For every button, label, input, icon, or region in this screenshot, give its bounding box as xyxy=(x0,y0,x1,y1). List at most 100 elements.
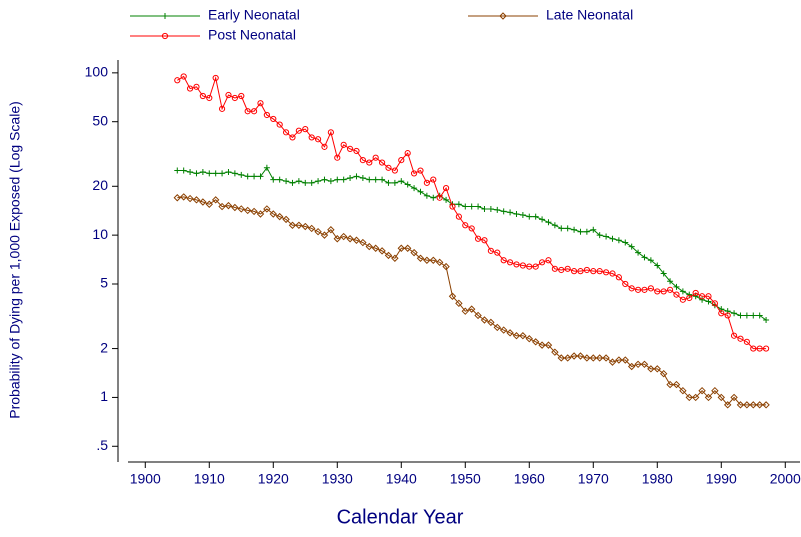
marker xyxy=(635,249,642,256)
marker xyxy=(449,203,456,210)
marker xyxy=(577,228,584,235)
marker xyxy=(448,292,457,300)
marker xyxy=(411,185,418,192)
marker xyxy=(487,318,495,327)
marker xyxy=(480,316,489,324)
marker xyxy=(622,280,629,288)
marker xyxy=(519,262,526,269)
marker xyxy=(654,262,661,269)
y-tick-label: 1 xyxy=(100,388,108,404)
marker xyxy=(692,289,699,297)
marker xyxy=(538,341,546,349)
marker xyxy=(461,307,469,315)
marker xyxy=(641,254,648,261)
marker xyxy=(275,212,284,221)
marker xyxy=(686,294,693,302)
marker xyxy=(193,170,200,177)
marker xyxy=(506,259,514,266)
marker xyxy=(371,244,380,252)
marker xyxy=(679,296,686,303)
marker xyxy=(244,108,251,115)
marker xyxy=(603,233,610,240)
marker xyxy=(654,288,661,295)
marker xyxy=(321,143,328,150)
marker xyxy=(564,225,571,232)
y-tick-label: 20 xyxy=(92,177,108,193)
marker xyxy=(731,310,738,317)
marker xyxy=(474,311,482,320)
marker xyxy=(474,235,482,242)
marker xyxy=(487,247,494,254)
marker xyxy=(416,254,425,262)
marker xyxy=(507,209,514,216)
marker xyxy=(347,174,354,181)
marker xyxy=(211,196,220,204)
x-tick-label: 1900 xyxy=(130,471,161,487)
marker xyxy=(647,257,654,264)
marker xyxy=(398,178,405,185)
marker xyxy=(615,237,622,244)
marker xyxy=(647,365,655,373)
marker xyxy=(737,335,744,342)
y-tick-label: 5 xyxy=(100,275,108,291)
marker xyxy=(705,298,712,305)
marker xyxy=(410,248,418,257)
legend-label: Early Neonatal xyxy=(208,7,300,23)
marker xyxy=(243,206,252,215)
marker xyxy=(558,266,565,274)
legend-marker xyxy=(499,12,507,20)
marker xyxy=(500,257,507,264)
marker xyxy=(609,235,616,242)
marker xyxy=(398,156,405,164)
x-tick-label: 1970 xyxy=(578,471,609,487)
marker xyxy=(206,94,213,102)
marker xyxy=(308,179,315,186)
x-tick-label: 1990 xyxy=(706,471,737,487)
marker xyxy=(231,170,238,177)
marker xyxy=(647,285,654,292)
marker xyxy=(187,168,194,175)
marker xyxy=(577,268,584,275)
marker xyxy=(436,194,443,201)
marker xyxy=(500,208,507,215)
marker xyxy=(583,266,590,274)
marker xyxy=(352,236,361,244)
marker xyxy=(403,244,412,252)
marker xyxy=(756,345,763,352)
marker xyxy=(589,354,597,362)
marker xyxy=(417,188,424,195)
marker xyxy=(590,268,597,275)
marker xyxy=(481,237,488,244)
marker xyxy=(557,354,565,362)
marker xyxy=(295,178,302,185)
marker xyxy=(302,126,309,133)
marker xyxy=(353,173,360,180)
marker xyxy=(231,94,238,102)
marker xyxy=(679,288,686,295)
x-tick-label: 1950 xyxy=(450,471,481,487)
marker xyxy=(212,170,219,177)
marker xyxy=(263,111,270,119)
marker xyxy=(321,176,328,183)
marker xyxy=(723,401,732,409)
marker xyxy=(365,242,373,251)
marker xyxy=(302,179,309,186)
marker xyxy=(366,159,373,166)
marker xyxy=(199,168,206,175)
x-tick-label: 1960 xyxy=(514,471,545,487)
marker xyxy=(174,167,181,174)
marker xyxy=(366,176,373,183)
marker xyxy=(615,274,622,281)
marker xyxy=(455,213,462,220)
marker xyxy=(685,393,693,402)
marker xyxy=(320,231,329,239)
marker xyxy=(186,85,194,92)
marker xyxy=(481,205,488,212)
marker xyxy=(468,225,475,232)
marker xyxy=(576,352,585,360)
marker xyxy=(180,167,187,174)
marker xyxy=(269,210,277,218)
marker xyxy=(750,345,757,352)
marker xyxy=(756,312,763,319)
y-tick-label: 50 xyxy=(92,112,108,128)
